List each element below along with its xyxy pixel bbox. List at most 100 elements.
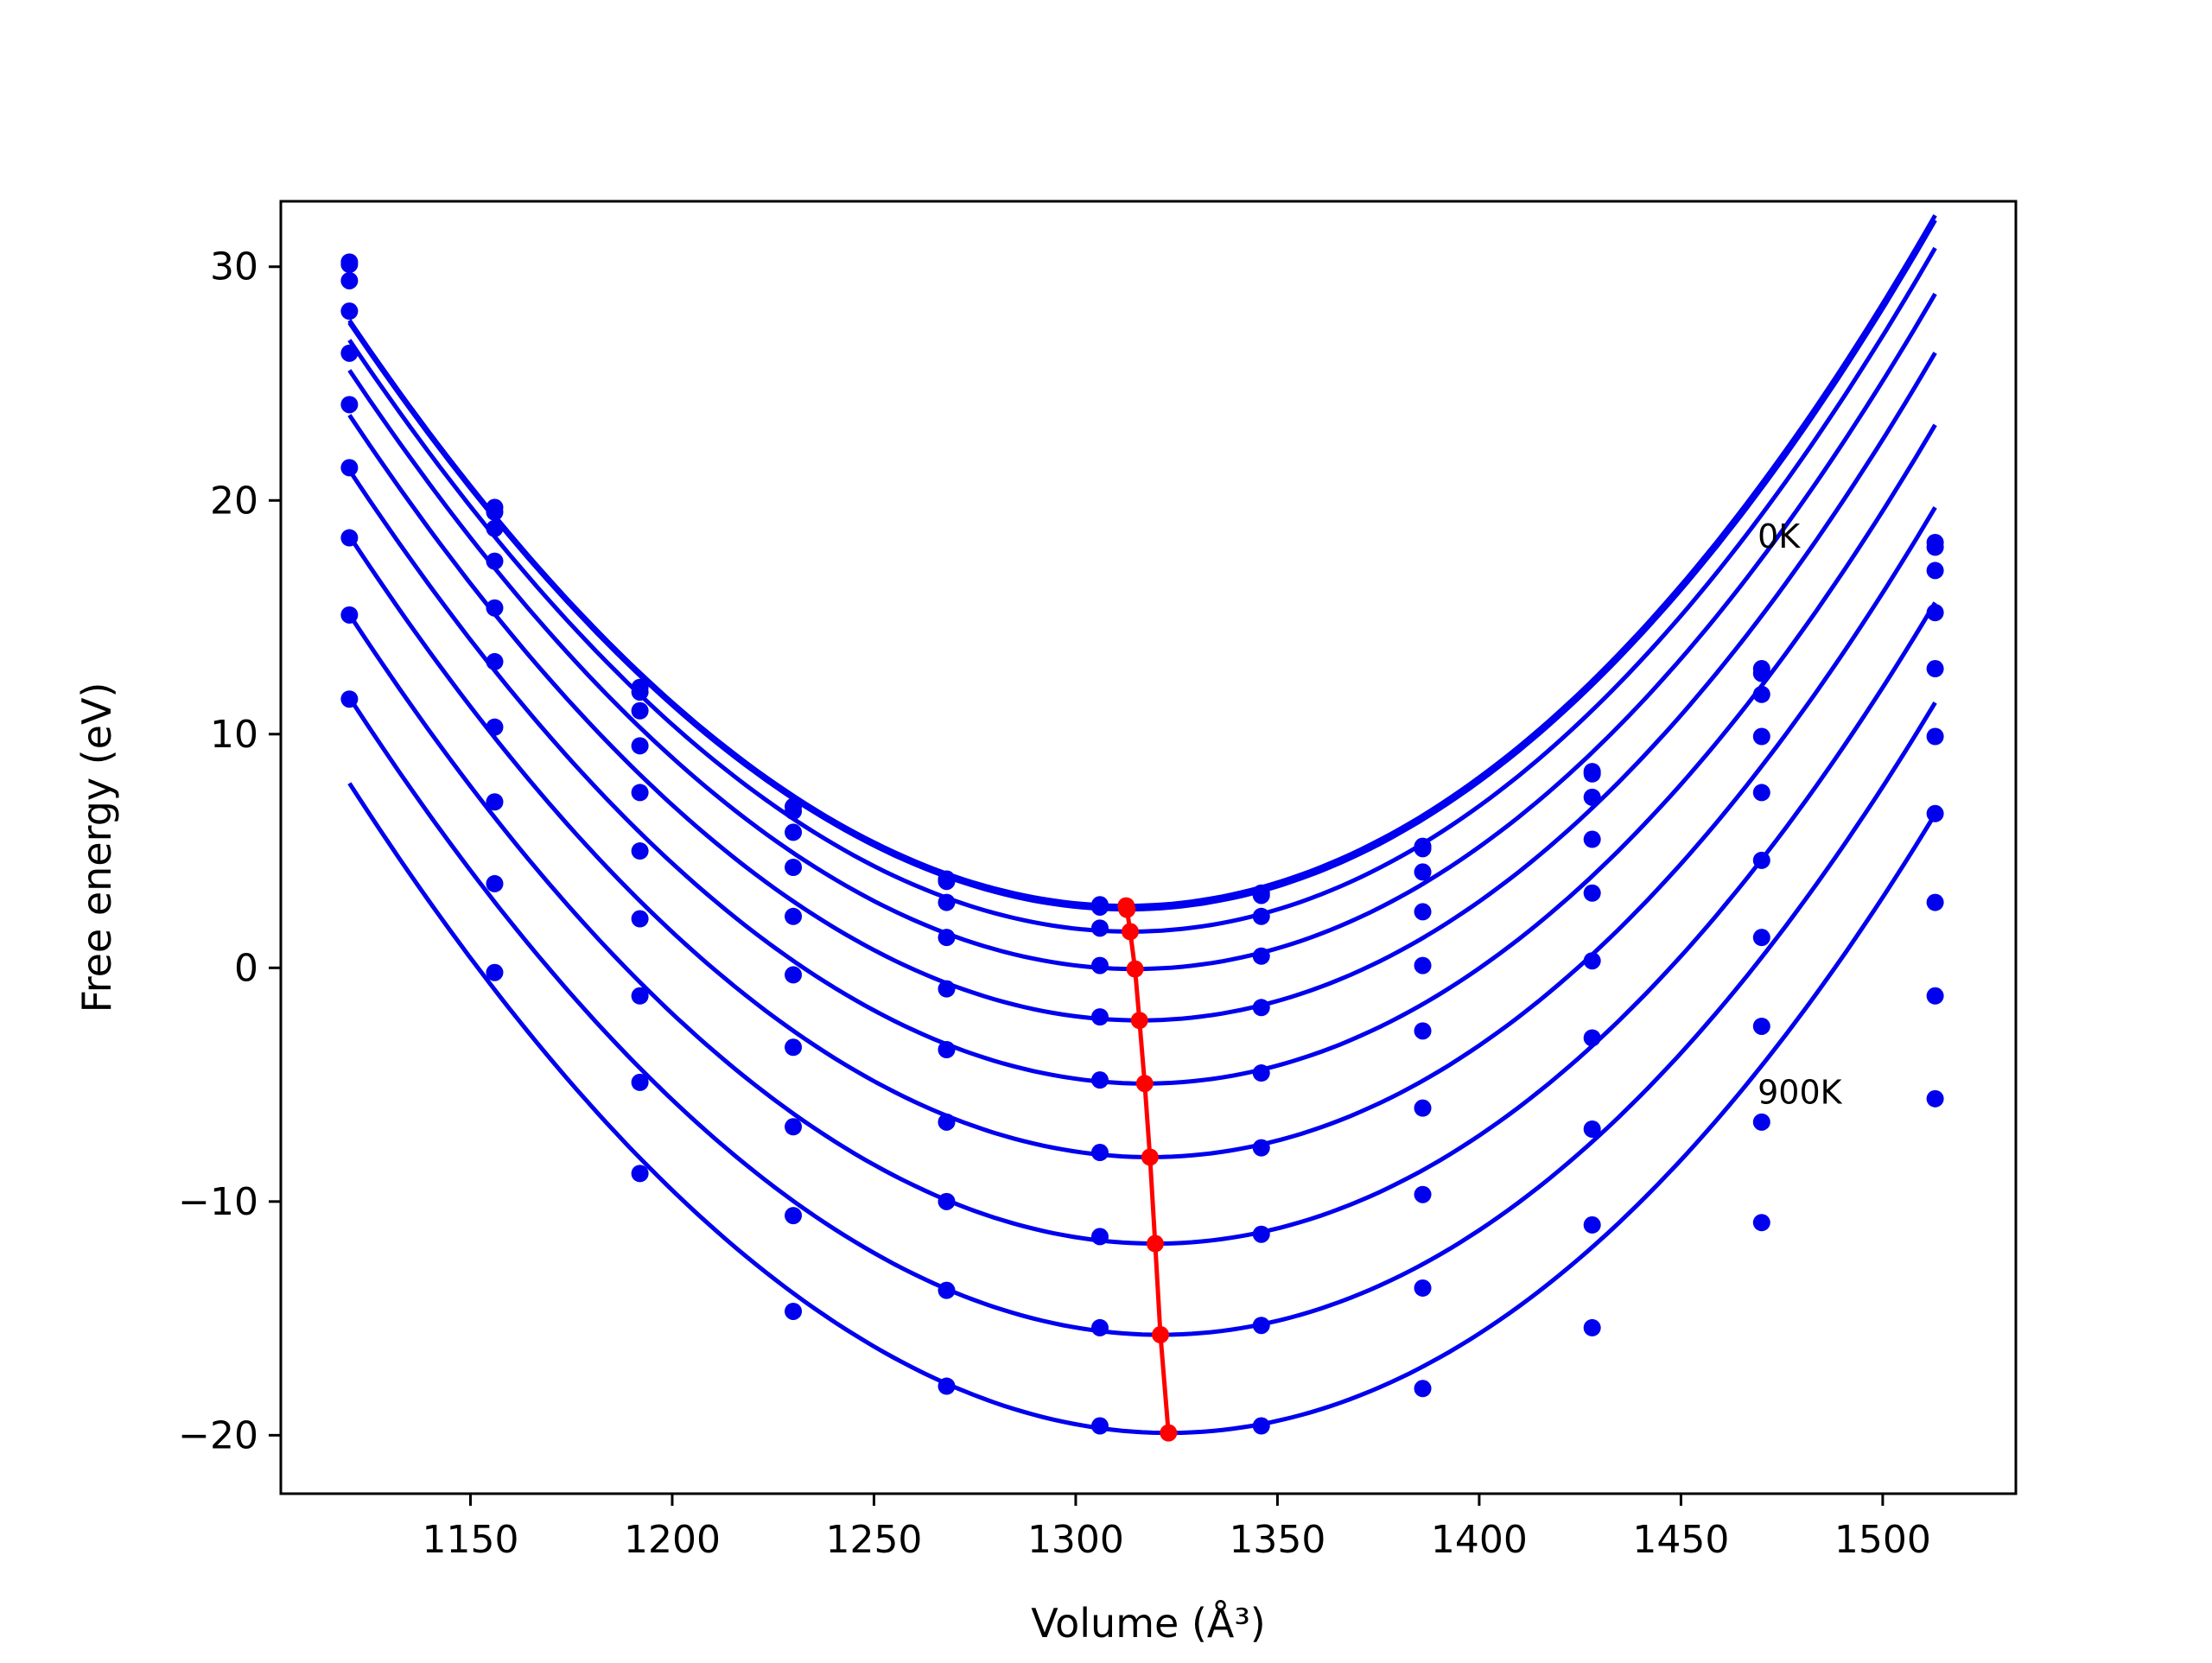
x-tick-label: 1450	[1632, 1518, 1729, 1562]
data-point	[1583, 765, 1601, 783]
data-point	[1252, 1139, 1270, 1157]
fit-curve-3	[347, 292, 1937, 972]
fit-curve-2	[347, 246, 1937, 934]
data-point	[1583, 830, 1601, 848]
data-point	[1583, 884, 1601, 902]
data-point	[1926, 562, 1944, 580]
data-point	[785, 1038, 803, 1057]
data-point	[631, 842, 649, 860]
data-point	[1583, 1029, 1601, 1047]
data-point	[631, 987, 649, 1005]
data-point	[1752, 727, 1770, 746]
minimum-point	[1121, 923, 1139, 941]
data-point	[486, 599, 504, 617]
data-point	[1090, 956, 1109, 974]
data-point	[1583, 1120, 1601, 1138]
fit-curve-8	[347, 696, 1937, 1337]
data-point	[1252, 947, 1270, 965]
data-point	[340, 344, 359, 362]
data-point	[486, 793, 504, 811]
data-point	[340, 256, 359, 274]
data-point	[1752, 1017, 1770, 1035]
data-point	[785, 1118, 803, 1136]
data-point	[486, 718, 504, 736]
data-point	[1752, 664, 1770, 682]
y-tick-label: −20	[178, 1413, 258, 1457]
data-point	[631, 737, 649, 755]
data-point	[1583, 1318, 1601, 1336]
data-point	[1414, 903, 1432, 921]
minimum-point	[1126, 960, 1144, 978]
data-point	[486, 503, 504, 521]
data-point	[631, 1165, 649, 1183]
data-point	[1414, 1279, 1432, 1297]
x-tick-label: 1350	[1229, 1518, 1325, 1562]
data-point	[1752, 1214, 1770, 1232]
y-axis: −20 −10 0 10 20 30	[178, 245, 281, 1457]
data-point	[340, 690, 359, 708]
data-point	[1252, 1064, 1270, 1082]
data-point	[1752, 851, 1770, 869]
y-tick-label: 20	[210, 479, 258, 523]
data-point	[1252, 1317, 1270, 1335]
data-point	[486, 874, 504, 892]
minimum-point	[1130, 1012, 1148, 1030]
fit-curve-9	[347, 782, 1937, 1436]
data-point	[340, 302, 359, 321]
y-axis-label: Free energy (eV)	[73, 682, 120, 1013]
curves-layer	[347, 213, 1937, 1436]
data-point	[1926, 727, 1944, 746]
fit-curve-5	[347, 423, 1937, 1086]
annotation-label: 0K	[1758, 517, 1801, 555]
data-point	[785, 803, 803, 821]
data-point	[1583, 1216, 1601, 1234]
annotations: 0K 900K	[1758, 517, 1843, 1112]
data-point	[1090, 919, 1109, 937]
data-point	[1926, 893, 1944, 911]
data-point	[785, 1302, 803, 1320]
minimum-point	[1135, 1075, 1154, 1093]
data-point	[785, 966, 803, 984]
data-point	[1090, 898, 1109, 916]
data-point	[1752, 685, 1770, 703]
data-point	[1252, 1225, 1270, 1243]
y-tick-label: 30	[210, 245, 258, 289]
data-point	[1926, 804, 1944, 822]
data-point	[938, 1281, 956, 1299]
data-point	[1252, 1417, 1270, 1435]
data-point	[1926, 538, 1944, 556]
data-point	[1926, 1089, 1944, 1108]
data-point	[631, 701, 649, 720]
annotation-label: 900K	[1758, 1074, 1843, 1112]
x-tick-label: 1300	[1027, 1518, 1124, 1562]
data-point	[340, 529, 359, 547]
data-point	[785, 907, 803, 925]
fit-curve-7	[347, 601, 1937, 1246]
data-point	[1583, 788, 1601, 806]
data-point	[1752, 784, 1770, 802]
y-tick-label: 10	[210, 713, 258, 757]
fit-curve-0	[347, 213, 1937, 909]
data-point	[938, 980, 956, 998]
data-point	[1926, 987, 1944, 1005]
data-point	[1090, 1228, 1109, 1246]
data-point	[938, 873, 956, 891]
data-point	[1414, 1022, 1432, 1040]
data-point	[631, 1073, 649, 1091]
data-point	[785, 823, 803, 841]
data-point	[486, 963, 504, 981]
data-point	[1414, 1099, 1432, 1117]
minimum-point	[1141, 1148, 1159, 1166]
x-tick-label: 1400	[1431, 1518, 1528, 1562]
data-point	[1252, 907, 1270, 925]
data-point	[1414, 863, 1432, 881]
x-tick-label: 1250	[825, 1518, 922, 1562]
data-point	[1414, 1185, 1432, 1203]
y-tick-label: 0	[234, 946, 258, 990]
points-layer	[340, 253, 1944, 1435]
x-tick-label: 1200	[624, 1518, 721, 1562]
minimum-line	[1123, 905, 1171, 1433]
fit-curve-1	[347, 219, 1937, 912]
